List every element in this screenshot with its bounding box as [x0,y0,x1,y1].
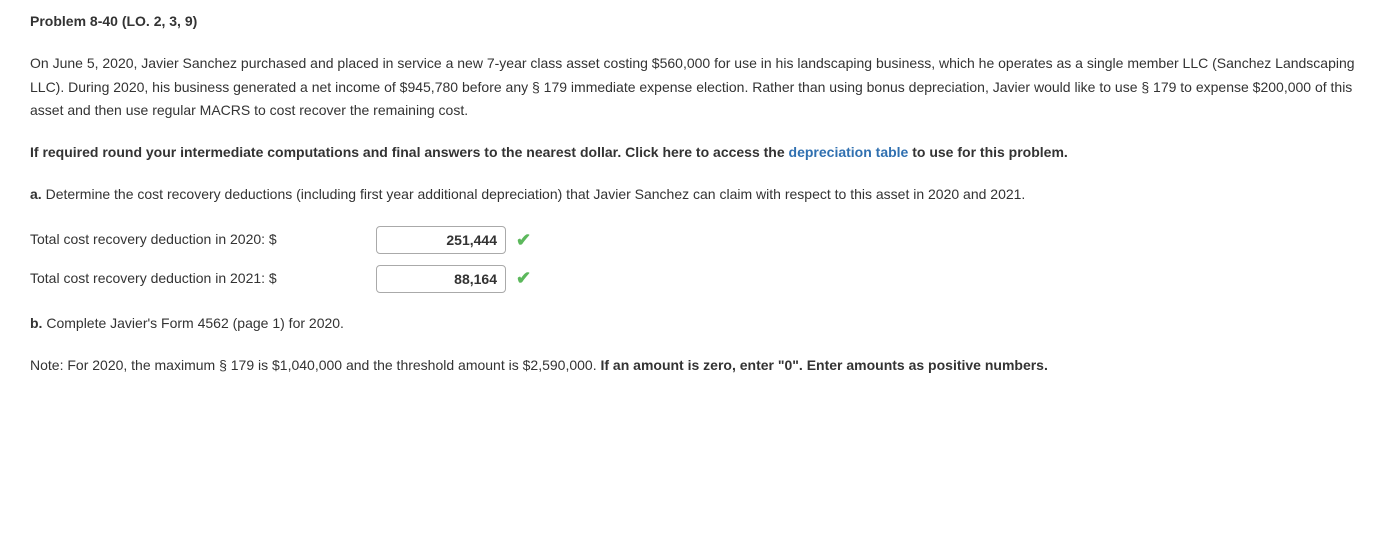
instructions-suffix: to use for this problem. [908,144,1067,160]
part-a: a. Determine the cost recovery deduction… [30,183,1369,207]
depreciation-table-link[interactable]: depreciation table [789,144,909,160]
part-b-label: b. [30,315,42,331]
answer-input-2021[interactable] [376,265,506,293]
answer-input-2020[interactable] [376,226,506,254]
note: Note: For 2020, the maximum § 179 is $1,… [30,354,1369,378]
part-b-text: Complete Javier's Form 4562 (page 1) for… [42,315,344,331]
note-prefix: Note: For 2020, the maximum § 179 is $1,… [30,357,600,373]
part-a-label: a. [30,186,42,202]
check-icon: ✔ [516,263,531,294]
note-bold: If an amount is zero, enter "0". Enter a… [600,357,1047,373]
problem-text: On June 5, 2020, Javier Sanchez purchase… [30,52,1369,123]
answer-label-2021: Total cost recovery deduction in 2021: $ [30,267,370,291]
answer-row-2021: Total cost recovery deduction in 2021: $… [30,263,1369,294]
check-icon: ✔ [516,225,531,256]
part-b: b. Complete Javier's Form 4562 (page 1) … [30,312,1369,336]
answer-row-2020: Total cost recovery deduction in 2020: $… [30,225,1369,256]
instructions-prefix: If required round your intermediate comp… [30,144,789,160]
problem-title: Problem 8-40 (LO. 2, 3, 9) [30,10,1369,34]
answer-label-2020: Total cost recovery deduction in 2020: $ [30,228,370,252]
part-a-text: Determine the cost recovery deductions (… [42,186,1026,202]
instructions: If required round your intermediate comp… [30,141,1369,165]
